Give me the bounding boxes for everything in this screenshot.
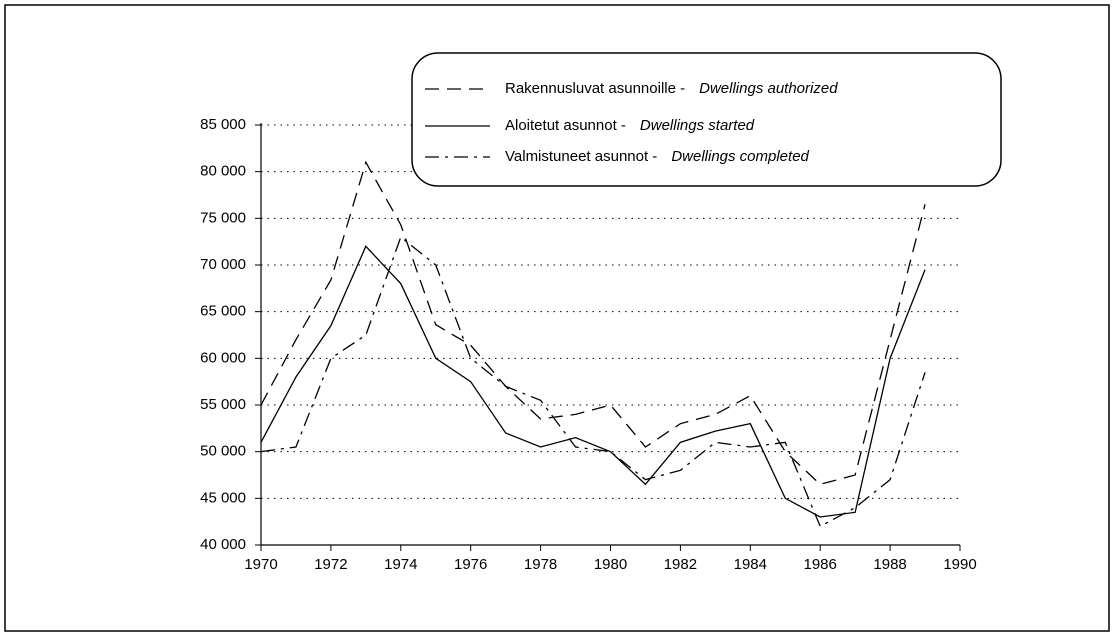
y-tick-label: 70 000: [200, 256, 246, 273]
y-tick-label: 85 000: [200, 116, 246, 133]
legend-label: Aloitetut asunnot -: [505, 117, 626, 134]
x-tick-label: 1970: [244, 556, 277, 573]
legend-box: [411, 52, 1002, 187]
x-tick-label: 1986: [804, 556, 837, 573]
y-tick-label: 75 000: [200, 209, 246, 226]
y-tick-label: 65 000: [200, 303, 246, 320]
frame: [4, 4, 1110, 632]
x-tick-label: 1982: [664, 556, 697, 573]
y-tick-label: 60 000: [200, 349, 246, 366]
y-tick-label: 45 000: [200, 489, 246, 506]
x-tick-label: 1972: [314, 556, 347, 573]
x-tick-label: 1990: [943, 556, 976, 573]
legend-label-en: Dwellings started: [640, 117, 755, 134]
series-line: [260, 160, 926, 486]
series-line: [260, 245, 926, 518]
x-tick-label: 1974: [384, 556, 417, 573]
y-tick-label: 40 000: [200, 536, 246, 553]
legend-label: Rakennusluvat asunnoille -: [505, 80, 685, 97]
x-tick-label: 1980: [594, 556, 627, 573]
x-tick-label: 1976: [454, 556, 487, 573]
legend-label: Valmistuneet asunnot -: [505, 148, 657, 165]
y-tick-label: 55 000: [200, 396, 246, 413]
legend-label-en: Dwellings completed: [671, 148, 809, 165]
y-tick-label: 50 000: [200, 443, 246, 460]
x-tick-label: 1978: [524, 556, 557, 573]
x-tick-label: 1984: [734, 556, 767, 573]
legend-label-en: Dwellings authorized: [699, 80, 838, 97]
x-tick-label: 1988: [873, 556, 906, 573]
y-tick-label: 80 000: [200, 163, 246, 180]
